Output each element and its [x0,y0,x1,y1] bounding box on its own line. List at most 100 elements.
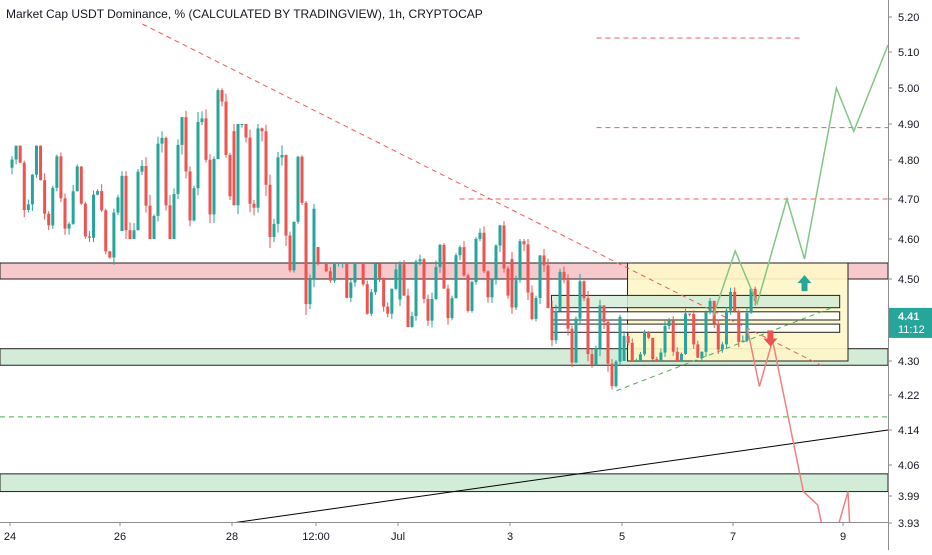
x-axis-bg [0,522,888,550]
candle-body [498,225,502,246]
x-tick-label: 12:00 [302,531,330,543]
candle-body [659,352,663,361]
candle-body [373,263,377,293]
arrow-down-icon [763,330,778,347]
candle-body [345,263,349,298]
candle-body [10,159,14,168]
candle-body [83,203,87,237]
candle-body [470,281,474,311]
candle-body [357,263,361,264]
chart-title: Market Cap USDT Dominance, % (CALCULATED… [6,7,483,21]
candle-body [164,137,168,206]
y-tick-label: 4.22 [898,390,919,402]
x-tick-label: 3 [507,531,513,543]
y-tick-label: 4.50 [898,274,919,286]
candle-body [522,241,526,245]
candle-body [365,284,369,314]
candle-body [418,259,422,262]
candle-body [328,271,332,281]
candle-body [248,137,252,204]
candle-body [550,308,554,341]
trend-line-3 [231,429,889,524]
last-price-badge [889,307,932,338]
candle-body [100,191,104,211]
candle-body [382,277,386,307]
candle-body [454,255,458,299]
candle-body [26,204,30,211]
candle-body [140,165,144,172]
candle-body [308,278,312,305]
candle-body [39,145,43,181]
candle-body [394,269,398,289]
candle-body [410,316,414,328]
candle-body [300,156,304,203]
candle-body [590,354,594,366]
box-1 [550,294,841,309]
candle-body [574,318,578,363]
candle-body [284,154,288,236]
candle-body [63,198,67,229]
candle-body [700,351,704,358]
projection-down-path [746,328,853,555]
candle-body [422,259,426,299]
candle-body [200,118,204,123]
candle-body [724,310,728,345]
y-tick-label: 4.70 [898,194,919,206]
candle-body [582,281,586,299]
candle-body [160,137,164,144]
x-tick-label: 24 [4,531,16,543]
candle-body [188,171,192,221]
candle-body [152,215,156,239]
y-tick-label: 4.90 [898,119,919,131]
candle-body [647,331,651,338]
candle-body [369,292,373,314]
candle-body [622,336,626,361]
candle-body [634,361,638,362]
candle-body [272,223,276,238]
candle-body [264,131,268,185]
candle-body [280,154,284,158]
candle-body [349,282,353,298]
candle-body [172,194,176,239]
candle-body [252,203,256,208]
candle-body [232,131,236,206]
candle-body [602,305,606,322]
candle-body [438,244,442,268]
candle-body [320,263,324,264]
candle-body [745,312,749,341]
y-tick-label: 4.60 [898,234,919,246]
candle-body [704,312,708,352]
arrow-up-icon [797,275,812,292]
y-tick-label: 4.30 [898,356,919,368]
candle-body [434,267,438,300]
candle-body [112,212,116,258]
candle-body [506,268,510,296]
candle-body [729,291,733,311]
candle-body [442,244,446,289]
candle-body [180,117,184,145]
candle-body [184,117,188,172]
candle-body [578,281,582,319]
projection-up-path [712,44,889,317]
candle-body [546,265,550,309]
candle-body [554,311,558,341]
candle-body [466,275,470,311]
candle-body [47,213,51,226]
x-tick-label: 7 [730,531,736,543]
candle-body [458,247,462,256]
candle-body [192,188,196,221]
candle-body [224,101,228,155]
candle-body [478,232,482,239]
candle-body [708,300,712,313]
candle-body [626,336,630,343]
candle-body [128,230,132,239]
candle-body [494,245,498,279]
candle-body [753,288,757,301]
candle-body [716,323,720,350]
candle-body [741,340,745,342]
candle-body [667,320,671,326]
candle-body [618,316,622,362]
y-tick-label: 4.14 [898,425,919,437]
